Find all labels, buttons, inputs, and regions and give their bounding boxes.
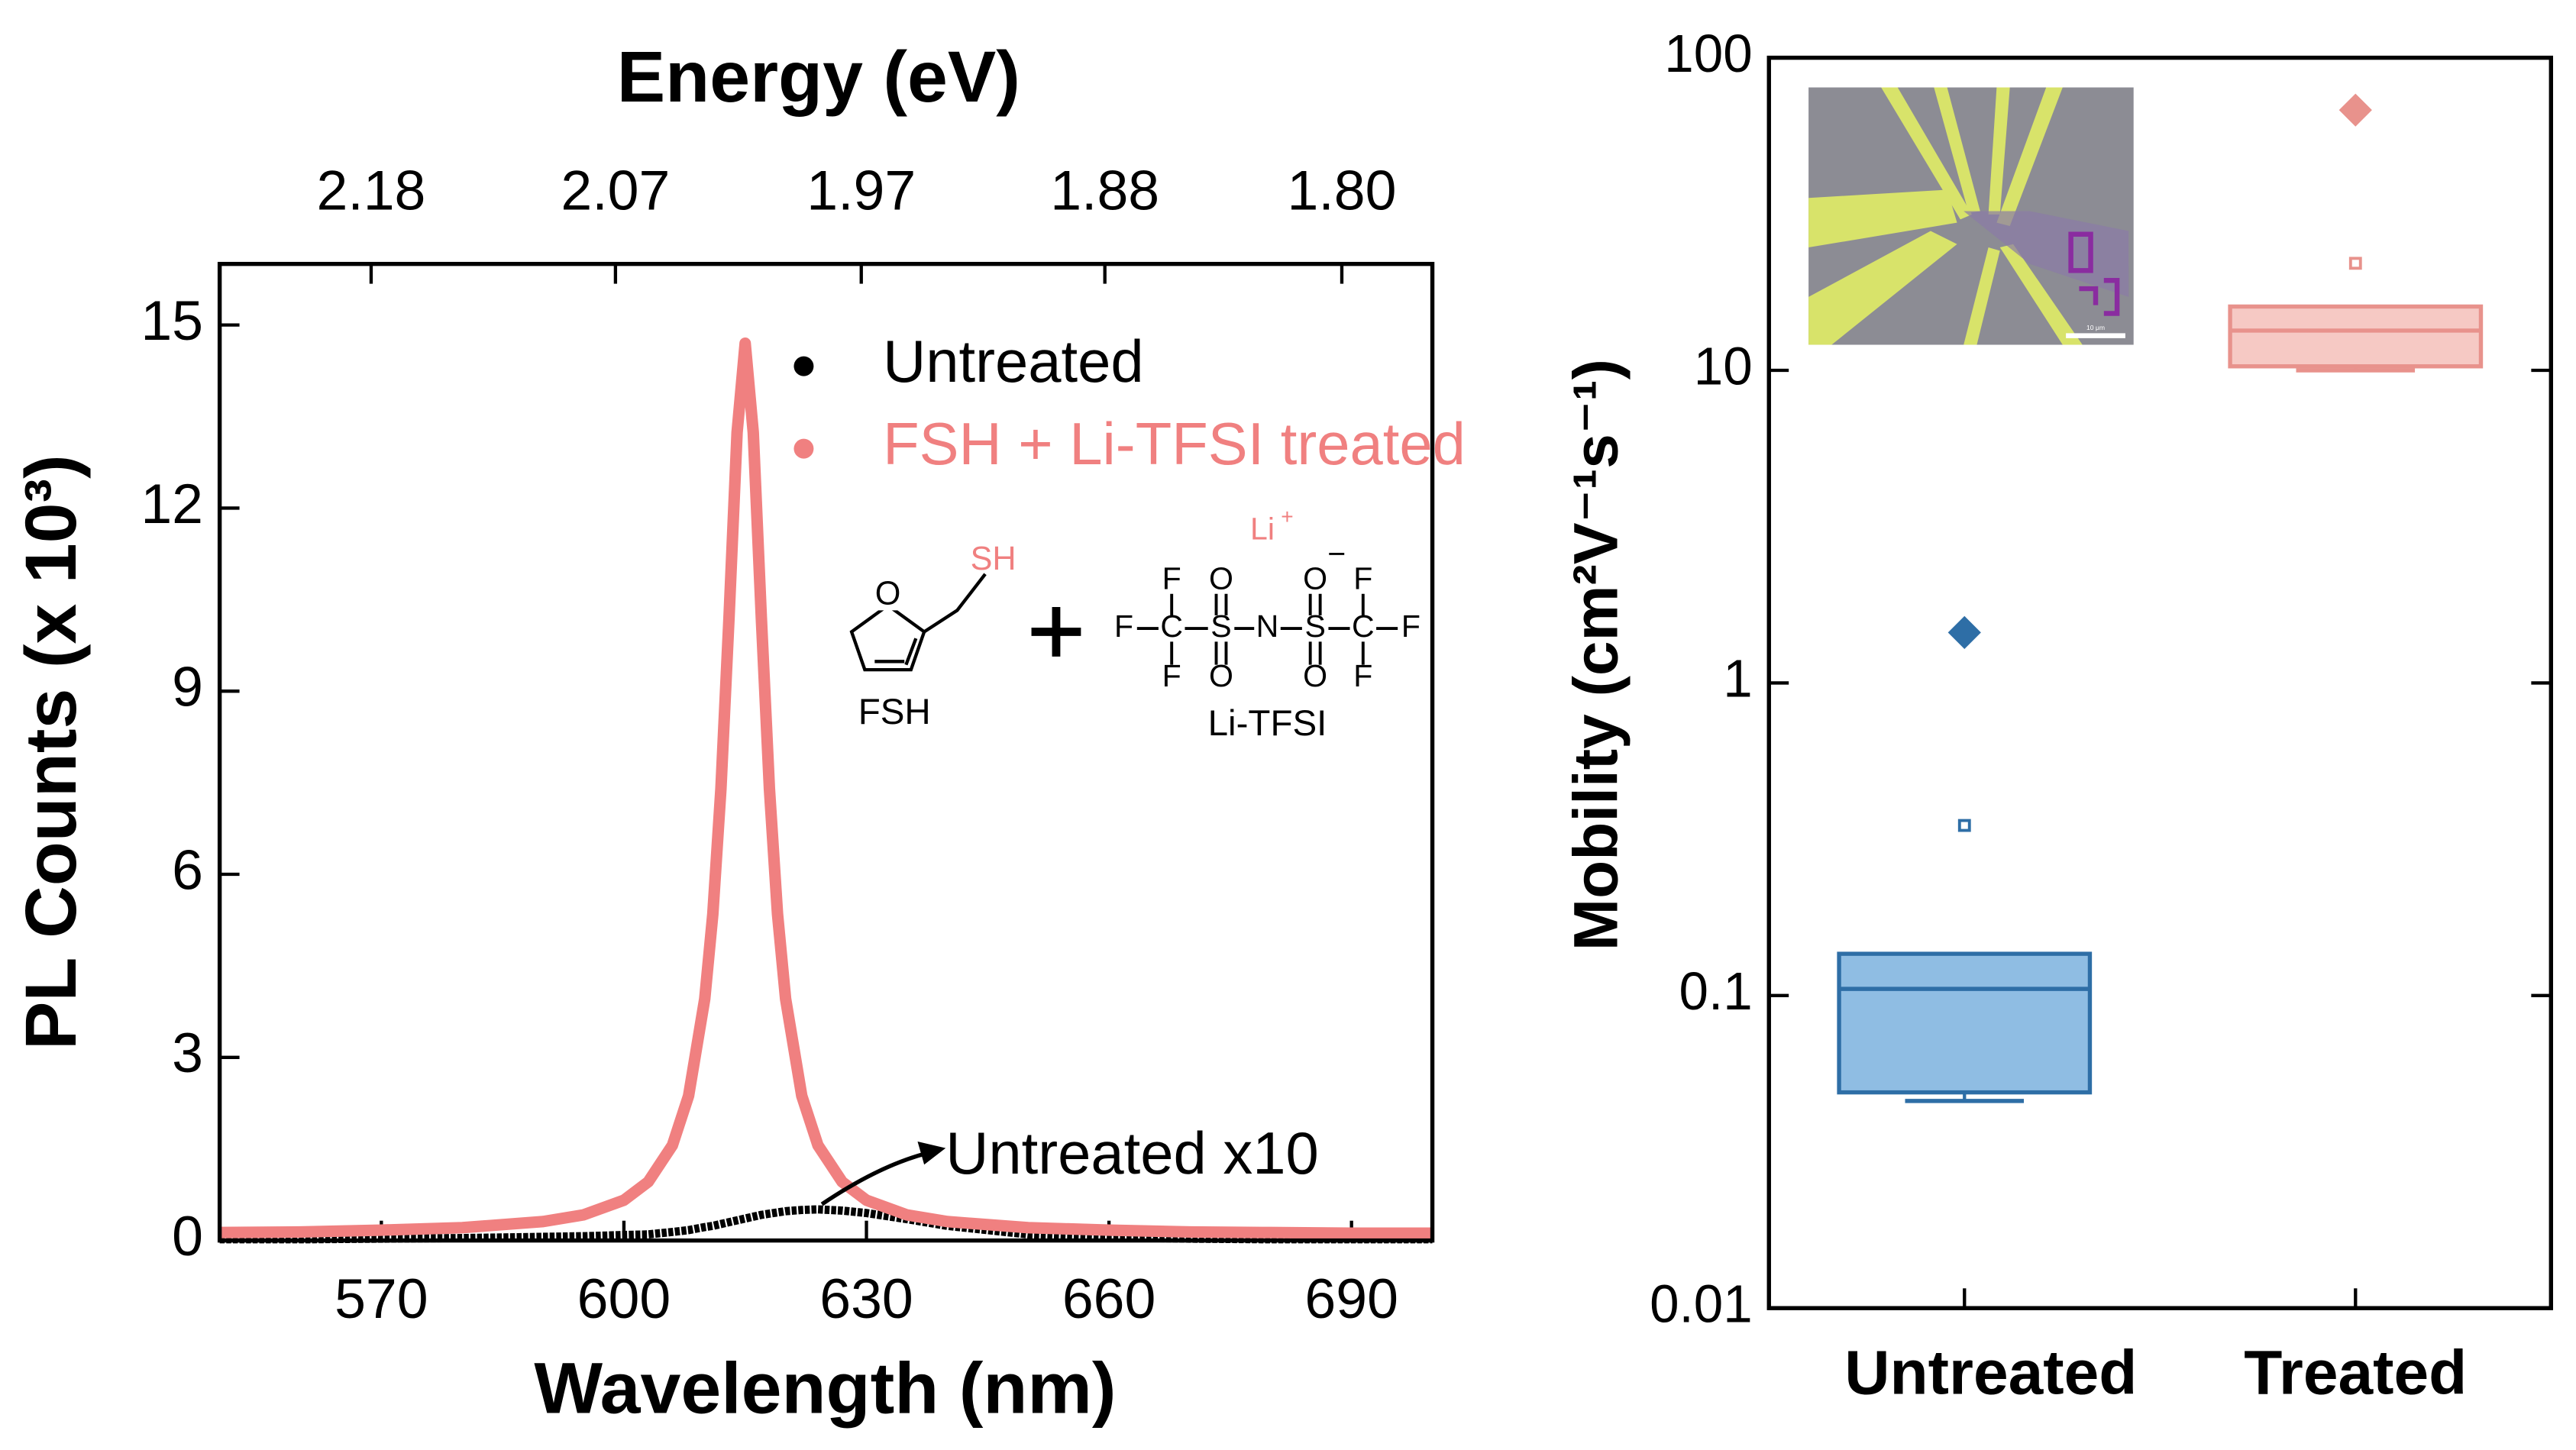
y-tick-label: 9 [172,656,203,719]
atom: C [1352,609,1375,644]
y-tick-label: 15 [141,289,203,352]
y-tick-label: 6 [172,838,203,901]
box [1837,951,2093,1095]
y-tick-label: 3 [172,1022,203,1084]
inset-micrograph: 10 μm [1808,87,2134,345]
x2-tick-label: 1.97 [806,159,916,221]
atom: O [1209,560,1233,596]
atom: F [1353,560,1372,596]
atom: F [1114,609,1133,644]
atom: − [1327,536,1346,571]
structure-label: FSH [858,692,931,732]
y-tick-label: 100 [1664,24,1752,83]
y-tick-label: 0 [172,1205,203,1268]
mean-marker [1957,819,1971,832]
x2-tick-label: 2.18 [316,159,425,221]
legend-marker [793,356,814,376]
x2-tick-label: 1.80 [1288,159,1397,221]
atom: F [1353,658,1372,693]
y-axis-title: PL Counts (x 10³) [11,454,92,1050]
x-tick-label: 690 [1304,1268,1398,1330]
x-axis-title: Wavelength (nm) [534,1348,1116,1429]
atom: SH [971,541,1017,577]
atom: O [1303,658,1327,693]
y-tick-label: 10 [1694,336,1753,396]
data-line [219,337,1433,1239]
box [2228,304,2484,369]
atom: S [1304,609,1325,644]
atom: N [1256,609,1279,644]
atom: O [1209,658,1233,693]
max-marker [2338,93,2372,127]
furan-ring [849,603,926,672]
data-line [219,1205,1433,1244]
x-tick-label: Treated [2244,1339,2467,1408]
atom: Li [1250,511,1275,546]
atom: F [1162,560,1181,596]
legend-marker [793,438,814,459]
atom: + [1281,505,1293,528]
legend-label: FSH + Li-TFSI treated [883,412,1466,477]
atom: O [1303,560,1327,596]
plot-frame [217,261,1435,1243]
x2-tick-label: 2.07 [561,159,670,221]
y-axis-title: Mobility (cm²V⁻¹s⁻¹) [1562,359,1631,951]
x2-axis-title: Energy (eV) [617,37,1020,118]
x2-tick-label: 1.88 [1050,159,1159,221]
plus-sign [1031,607,1081,657]
annotation: Untreated x10 [945,1121,1319,1187]
arrow-head [917,1142,946,1165]
atom-bg [874,580,901,611]
atom: F [1162,658,1181,693]
x-tick-label: Untreated [1844,1339,2137,1408]
atom: F [1401,609,1421,644]
x-tick-label: 570 [335,1268,428,1330]
atom: C [1160,609,1183,644]
x-tick-label: 660 [1062,1268,1156,1330]
atom: S [1210,609,1231,644]
max-marker [1947,615,1981,649]
x-tick-label: 600 [577,1268,671,1330]
plot-frame [1766,55,2553,1310]
scale-bar-label: 10 μm [2086,324,2105,331]
x-tick-label: 630 [819,1268,913,1330]
bonds [1136,593,1398,665]
y-tick-label: 12 [141,473,203,535]
legend-label: Untreated [883,329,1144,395]
y-tick-label: 0.01 [1650,1274,1753,1333]
atom: O [875,575,901,612]
y-tick-label: 1 [1723,649,1752,709]
mean-marker [2348,257,2362,270]
y-tick-label: 0.1 [1679,961,1753,1021]
structure-label: Li-TFSI [1208,703,1327,744]
bond [923,573,987,634]
